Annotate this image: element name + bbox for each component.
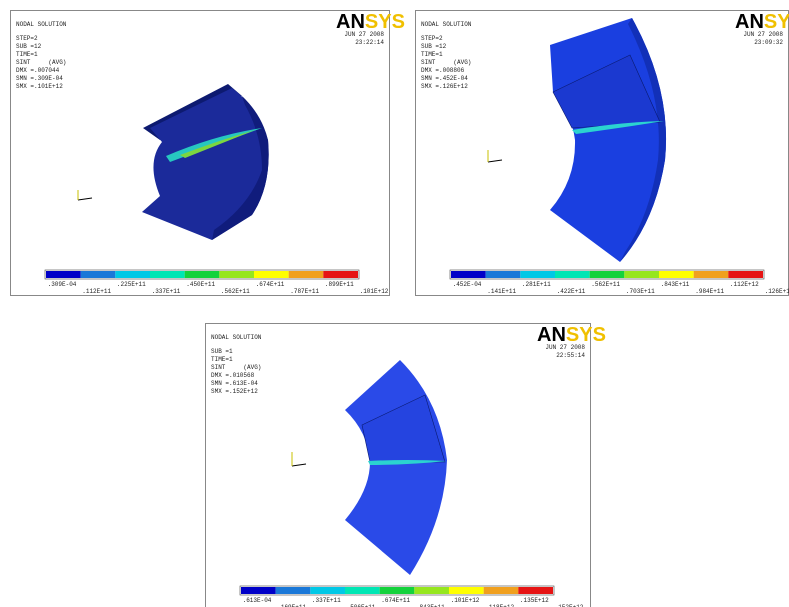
legend-label: .984E+11 — [695, 288, 724, 295]
info-line: SINT (AVG) — [211, 364, 261, 371]
legend-label: .899E+11 — [325, 281, 354, 288]
legend-label: .674E+11 — [256, 281, 285, 288]
legend-label: .281E+11 — [522, 281, 551, 288]
info-line: DMX =.008806 — [421, 67, 465, 74]
panel-title: NODAL SOLUTION — [211, 334, 262, 341]
legend-swatch — [254, 271, 289, 278]
info-line: DMX =.007044 — [16, 67, 60, 74]
legend-label: .112E+12 — [730, 281, 759, 288]
logo-right: SYS — [566, 324, 606, 346]
info-line: DMX =.010568 — [211, 372, 255, 379]
info-line: SMN =.309E-04 — [16, 75, 63, 82]
info-line: SUB =12 — [16, 43, 42, 50]
info-line: SMX =.101E+12 — [16, 83, 63, 90]
legend-swatch — [345, 587, 380, 594]
info-line: SMX =.126E+12 — [421, 83, 468, 90]
logo: ANSYS — [735, 11, 789, 33]
info-line: SUB =12 — [421, 43, 447, 50]
legend-swatch — [659, 271, 694, 278]
legend-swatch — [590, 271, 625, 278]
info-line: STEP=2 — [421, 35, 443, 42]
legend-swatch — [115, 271, 150, 278]
logo-left: AN — [735, 11, 764, 33]
legend-swatch — [380, 587, 415, 594]
time: 23:22:14 — [355, 39, 384, 46]
legend-label: .703E+11 — [626, 288, 655, 295]
legend-label: .450E+11 — [186, 281, 215, 288]
logo: ANSYS — [336, 11, 405, 33]
time: 23:09:32 — [754, 39, 783, 46]
legend-swatch — [323, 271, 358, 278]
legend-label: .452E-04 — [453, 281, 482, 288]
legend-label: .309E-04 — [48, 281, 77, 288]
legend-swatch — [486, 271, 521, 278]
legend-swatch — [728, 271, 763, 278]
legend-label: .337E+11 — [312, 597, 341, 604]
legend-label: .674E+11 — [381, 597, 410, 604]
logo-left: AN — [336, 11, 365, 33]
info-line: STEP=2 — [16, 35, 38, 42]
legend-label: .126E+12 — [765, 288, 789, 295]
time: 22:55:14 — [556, 352, 585, 359]
figure: NODAL SOLUTIONSTEP=2SUB =12TIME=1SINT (A… — [0, 0, 789, 607]
panel-title: NODAL SOLUTION — [16, 21, 67, 28]
logo-left: AN — [537, 324, 566, 346]
logo-right: SYS — [365, 11, 405, 33]
page: NODAL SOLUTIONSTEP=2SUB =12TIME=1SINT (A… — [0, 0, 789, 607]
legend-swatch — [451, 271, 486, 278]
legend-label: .422E+11 — [557, 288, 586, 295]
legend-label: .337E+11 — [152, 288, 181, 295]
panel-title: NODAL SOLUTION — [421, 21, 472, 28]
legend-label: .101E+12 — [360, 288, 389, 295]
info-line: TIME=1 — [211, 356, 233, 363]
info-line: SINT (AVG) — [421, 59, 471, 66]
logo-right: SYS — [764, 11, 789, 33]
info-line: SMN =.613E-04 — [211, 380, 258, 387]
info-line: TIME=1 — [16, 51, 38, 58]
legend-swatch — [555, 271, 590, 278]
legend-swatch — [414, 587, 449, 594]
info-line: SUB =1 — [211, 348, 233, 355]
legend-label: .562E+11 — [591, 281, 620, 288]
legend-swatch — [289, 271, 324, 278]
legend-swatch — [624, 271, 659, 278]
legend-label: .141E+11 — [487, 288, 516, 295]
legend-swatch — [185, 271, 220, 278]
legend-label: .787E+11 — [290, 288, 319, 295]
info-line: SMX =.152E+12 — [211, 388, 258, 395]
legend-swatch — [219, 271, 254, 278]
legend-swatch — [484, 587, 519, 594]
legend-label: .112E+11 — [82, 288, 111, 295]
logo: ANSYS — [537, 324, 606, 346]
legend-swatch — [694, 271, 729, 278]
legend-label: .843E+11 — [661, 281, 690, 288]
legend-swatch — [520, 271, 555, 278]
legend-swatch — [81, 271, 116, 278]
legend-swatch — [518, 587, 553, 594]
legend-label: .562E+11 — [221, 288, 250, 295]
legend-swatch — [310, 587, 345, 594]
legend-swatch — [241, 587, 276, 594]
legend-label: .225E+11 — [117, 281, 146, 288]
legend-label: .613E-04 — [243, 597, 272, 604]
legend-swatch — [150, 271, 185, 278]
info-line: SMN =.452E-04 — [421, 75, 468, 82]
info-line: TIME=1 — [421, 51, 443, 58]
legend-label: .135E+12 — [520, 597, 549, 604]
legend-swatch — [449, 587, 484, 594]
legend-label: .101E+12 — [451, 597, 480, 604]
legend-swatch — [46, 271, 81, 278]
info-line: SINT (AVG) — [16, 59, 66, 66]
legend-swatch — [276, 587, 311, 594]
